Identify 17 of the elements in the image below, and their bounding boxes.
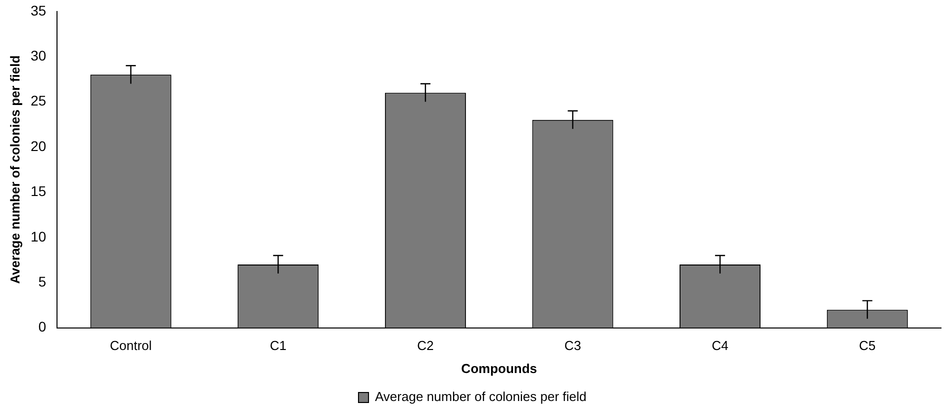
x-tick-label: C3 (564, 338, 582, 354)
y-tick-label: 25 (30, 92, 46, 109)
y-tick-label: 5 (38, 273, 46, 290)
y-tick-label: 20 (30, 138, 46, 154)
x-tick-label: C4 (712, 338, 728, 354)
y-tick-label: 0 (38, 318, 46, 335)
x-tick-label: Control (110, 338, 152, 354)
y-tick-label: 35 (30, 2, 46, 18)
y-tick-label: 30 (30, 47, 46, 64)
y-tick-label: 10 (30, 228, 46, 244)
x-tick-label: C1 (270, 338, 286, 354)
x-tick-label: C2 (417, 338, 434, 354)
y-axis-title: Average number of colonies per field (7, 55, 22, 284)
y-tick-label: 15 (30, 183, 46, 200)
x-tick-label: C5 (859, 338, 876, 354)
legend-label: Average number of colonies per field (375, 389, 586, 404)
x-axis-title: Compounds (461, 360, 537, 376)
